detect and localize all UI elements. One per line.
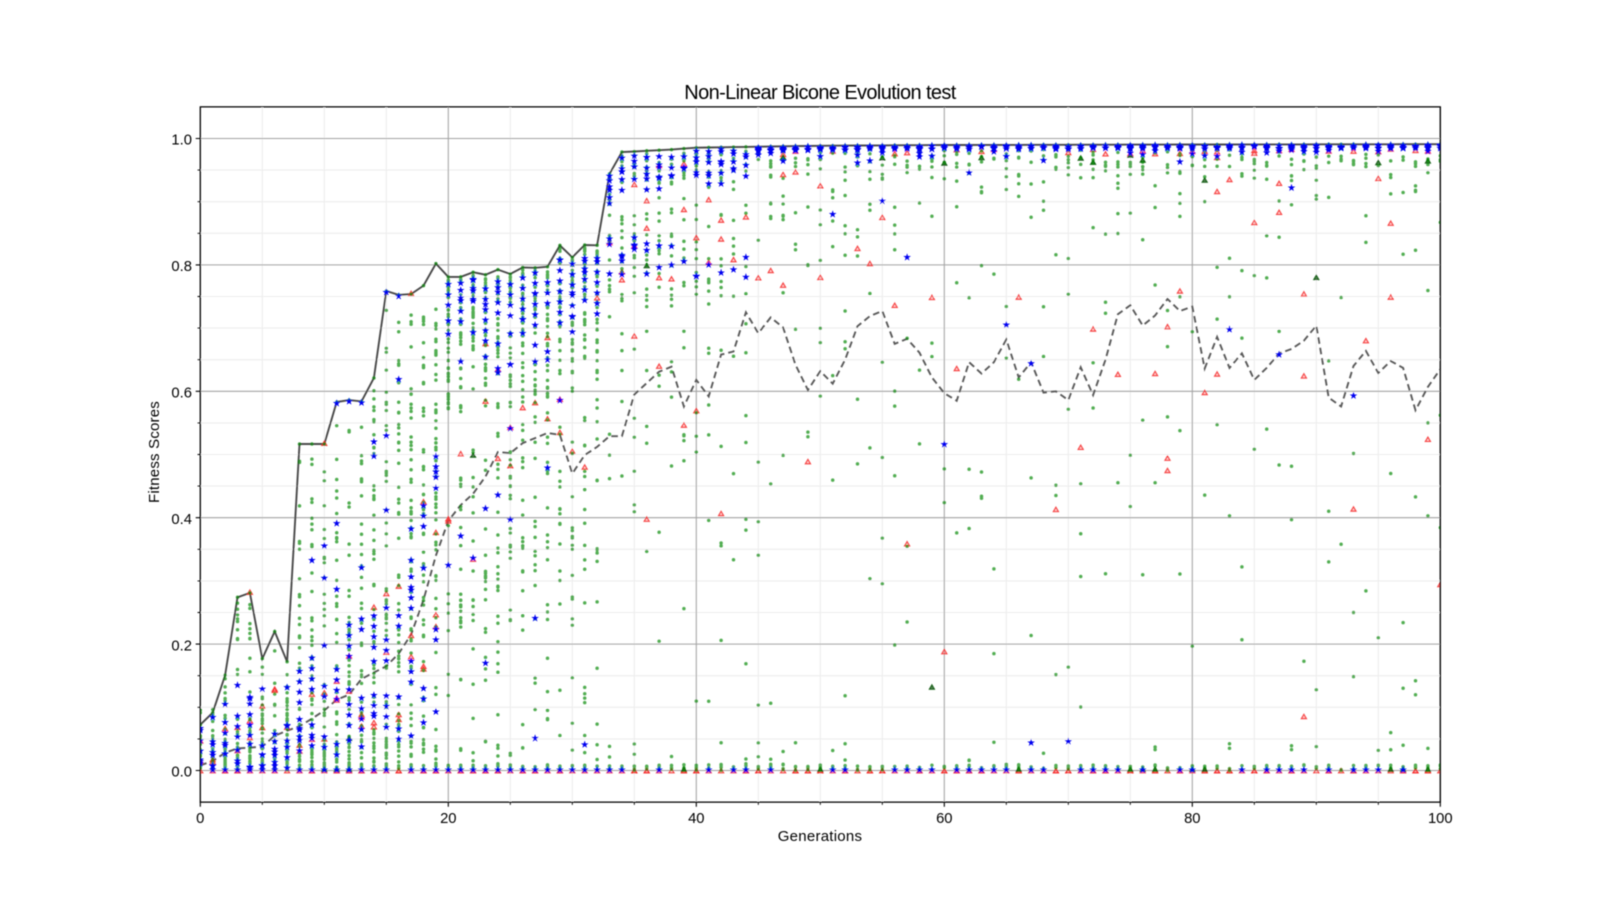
- svg-text:Non-Linear Bicone Evolution te: Non-Linear Bicone Evolution test: [684, 82, 957, 104]
- svg-text:Fitness Scores: Fitness Scores: [146, 401, 163, 503]
- svg-text:0.4: 0.4: [171, 512, 192, 528]
- svg-text:0: 0: [196, 811, 204, 827]
- svg-text:100: 100: [1428, 811, 1453, 827]
- svg-text:Generations: Generations: [778, 828, 862, 845]
- svg-text:20: 20: [440, 811, 456, 827]
- svg-text:40: 40: [688, 811, 704, 827]
- svg-text:0.8: 0.8: [171, 259, 192, 275]
- svg-text:80: 80: [1184, 811, 1200, 827]
- svg-text:60: 60: [936, 811, 952, 827]
- svg-text:0.6: 0.6: [171, 386, 192, 402]
- svg-text:1.0: 1.0: [171, 133, 192, 149]
- svg-text:0.0: 0.0: [171, 765, 192, 781]
- svg-text:0.2: 0.2: [171, 638, 192, 654]
